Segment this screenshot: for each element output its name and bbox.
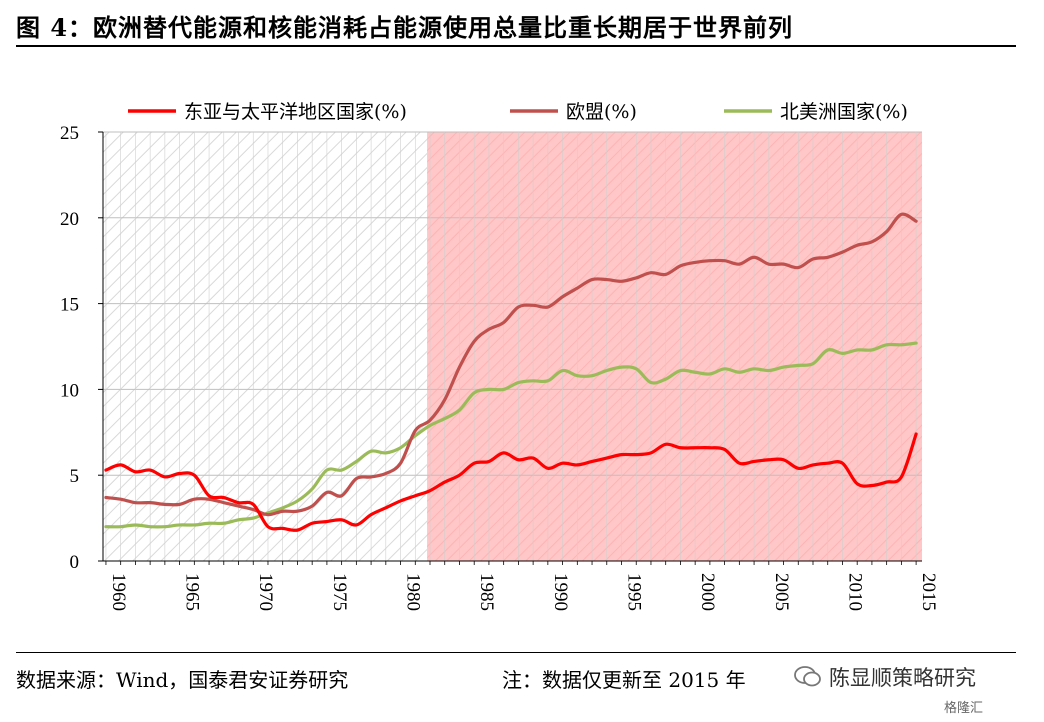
source-text: 数据来源：Wind，国泰君安证券研究 bbox=[16, 668, 349, 692]
wechat-icon bbox=[794, 666, 821, 687]
chart-title: 图 4：欧洲替代能源和核能消耗占能源使用总量比重长期居于世界前列 bbox=[16, 13, 794, 42]
watermark-text: 陈显顺策略研究 bbox=[829, 666, 976, 690]
shaded-region bbox=[427, 132, 922, 561]
y-tick-label: 5 bbox=[70, 466, 80, 487]
x-tick-label: 2005 bbox=[771, 573, 792, 611]
legend-label-eu: 欧盟(%) bbox=[566, 101, 637, 123]
footer-divider bbox=[16, 652, 1016, 653]
legend-label-east_asia: 东亚与太平洋地区国家(%) bbox=[184, 101, 407, 123]
watermark: 陈显顺策略研究 bbox=[793, 660, 976, 694]
title-divider bbox=[16, 45, 1016, 47]
y-tick-label: 0 bbox=[70, 552, 80, 573]
legend-label-north_america: 北美洲国家(%) bbox=[780, 101, 908, 123]
watermark-secondary: 格隆汇 bbox=[944, 701, 984, 716]
x-tick-label: 1970 bbox=[255, 573, 276, 611]
x-tick-label: 2000 bbox=[697, 573, 718, 611]
y-tick-label: 25 bbox=[60, 123, 79, 144]
x-tick-label: 1965 bbox=[182, 573, 203, 611]
series-line-north_america bbox=[104, 341, 918, 529]
x-tick-label: 1975 bbox=[329, 573, 350, 611]
y-tick-label: 20 bbox=[60, 209, 79, 230]
y-tick-label: 15 bbox=[60, 295, 79, 316]
x-tick-label: 2015 bbox=[918, 573, 939, 611]
note-text: 注：数据仅更新至 2015 年 bbox=[502, 668, 746, 692]
series-line-eu bbox=[104, 212, 918, 517]
x-tick-label: 1980 bbox=[403, 573, 424, 611]
hatched-background bbox=[103, 132, 428, 561]
y-tick-label: 10 bbox=[60, 380, 79, 401]
x-tick-label: 1995 bbox=[624, 573, 645, 611]
x-tick-label: 1985 bbox=[476, 573, 497, 611]
x-tick-label: 1960 bbox=[108, 573, 129, 611]
x-tick-label: 1990 bbox=[550, 573, 571, 611]
x-tick-label: 2010 bbox=[844, 573, 865, 611]
series-line-east_asia bbox=[104, 432, 918, 532]
